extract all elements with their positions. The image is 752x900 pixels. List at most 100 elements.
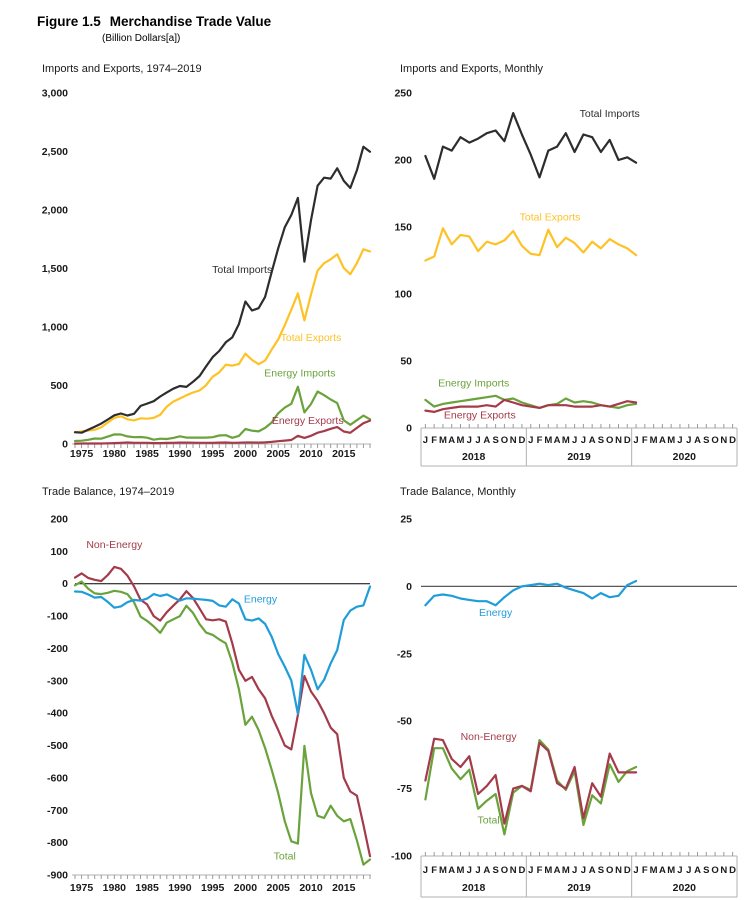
month-letter: M [562, 435, 570, 446]
x-axis-label: 1990 [168, 448, 192, 460]
chart-title-trade-balance-annual: Trade Balance, 1974–2019 [42, 486, 175, 498]
y-axis-label: -700 [47, 805, 68, 817]
y-axis-label: -600 [47, 772, 68, 784]
month-letter: J [475, 865, 480, 876]
month-letter: D [729, 865, 736, 876]
x-axis-label: 1995 [201, 448, 225, 460]
x-axis-label: 2010 [299, 882, 323, 894]
year-label: 2018 [462, 882, 486, 894]
chart-title-trade-balance-monthly: Trade Balance, Monthly [400, 486, 516, 498]
series-label-energy-imports: Energy Imports [264, 368, 335, 380]
month-letter: M [650, 435, 658, 446]
chart-trade-balance-annual: 200 100 0 -100 -200 -300 -400 -500 -600 -700 -800 -… [47, 514, 372, 894]
series-line-total-exports [424, 227, 638, 262]
month-letter: J [423, 865, 428, 876]
chart-imports-exports-annual: 0 500 1,000 1,500 2,000 2,500 3,000 1975 1980 198… [42, 88, 372, 460]
month-letter: M [562, 865, 570, 876]
month-letter: M [457, 435, 465, 446]
series-line-total [73, 580, 372, 866]
year-label: 2018 [462, 451, 486, 463]
series-line-total-exports [73, 248, 372, 434]
x-axis-label: 1995 [201, 882, 225, 894]
month-letter: M [457, 865, 465, 876]
y-axis-label: -75 [397, 783, 412, 795]
series-label-energy-exports: Energy Exports [444, 410, 516, 422]
figure-label: Figure 1.5 [37, 14, 101, 29]
y-axis-label: 100 [50, 546, 68, 558]
y-axis-label: 150 [394, 222, 412, 234]
x-axis-label: 2010 [299, 448, 323, 460]
x-axis-label: 1985 [135, 448, 159, 460]
month-letter: M [439, 435, 447, 446]
series-label-energy-exports: Energy Exports [272, 415, 344, 427]
month-letter: S [703, 435, 709, 446]
month-letter: F [537, 865, 543, 876]
series-label-total-exports: Total Exports [520, 211, 581, 223]
x-axis-label: 2015 [332, 882, 356, 894]
month-letter: S [703, 865, 709, 876]
month-letter: D [729, 435, 736, 446]
y-axis-label: 200 [50, 514, 68, 526]
y-axis-label: -50 [397, 716, 412, 728]
month-letter: A [448, 865, 455, 876]
month-letter: J [686, 865, 691, 876]
series-line-energy [73, 585, 372, 715]
month-letter: J [467, 435, 472, 446]
figure-title: Merchandise Trade Value [109, 14, 272, 29]
y-axis-label: -800 [47, 837, 68, 849]
month-letter: M [650, 865, 658, 876]
month-letter: J [633, 865, 638, 876]
y-axis-label: 2,000 [42, 205, 68, 217]
month-letter: A [589, 435, 596, 446]
series-label-total-imports: Total Imports [580, 108, 640, 120]
month-letter: A [483, 435, 490, 446]
series-label-energy: Energy [244, 593, 278, 605]
figure-subtitle: (Billion Dollars[a]) [102, 33, 181, 44]
month-letter: F [642, 435, 648, 446]
month-letter: A [659, 435, 666, 446]
series-label-non-energy: Non-Energy [86, 539, 143, 551]
month-letter: J [633, 435, 638, 446]
month-letter: J [572, 435, 577, 446]
y-axis-label: -100 [391, 851, 412, 863]
x-axis-label: 1975 [70, 882, 94, 894]
month-letter: A [483, 865, 490, 876]
series-line-non-energy [424, 737, 638, 825]
month-letter: S [598, 865, 604, 876]
x-axis-label: 1990 [168, 882, 192, 894]
x-axis-label: 1975 [70, 448, 94, 460]
month-letter: A [554, 435, 561, 446]
month-letter: J [423, 435, 428, 446]
x-axis-label: 2000 [234, 448, 258, 460]
month-letter: D [624, 865, 631, 876]
month-letter: F [431, 435, 437, 446]
x-axis-label: 2005 [267, 448, 291, 460]
y-axis-label: -400 [47, 708, 68, 720]
month-letter: M [544, 435, 552, 446]
series-line-energy-imports [73, 385, 372, 443]
month-letter: M [667, 865, 675, 876]
month-letter: N [615, 435, 622, 446]
month-letter: O [606, 435, 613, 446]
series-line-energy [424, 579, 638, 607]
year-label: 2019 [567, 882, 591, 894]
y-axis-label: 0 [62, 578, 68, 590]
month-letter: J [475, 435, 480, 446]
month-letter: J [677, 435, 682, 446]
series-line-non-energy [73, 565, 372, 858]
month-letter: M [544, 865, 552, 876]
month-letter: M [667, 435, 675, 446]
y-axis-label: 100 [394, 289, 412, 301]
y-axis-label: 50 [400, 356, 412, 368]
y-axis-label: 250 [394, 88, 412, 100]
month-letter: J [528, 865, 533, 876]
x-axis-label: 1980 [103, 448, 127, 460]
month-letter: O [711, 435, 718, 446]
month-letter: O [501, 865, 508, 876]
series-line-total-imports [73, 145, 372, 434]
y-axis-label: 1,000 [42, 322, 68, 334]
y-axis-label: 500 [50, 380, 68, 392]
month-letter: N [720, 435, 727, 446]
x-axis-label: 1980 [103, 882, 127, 894]
